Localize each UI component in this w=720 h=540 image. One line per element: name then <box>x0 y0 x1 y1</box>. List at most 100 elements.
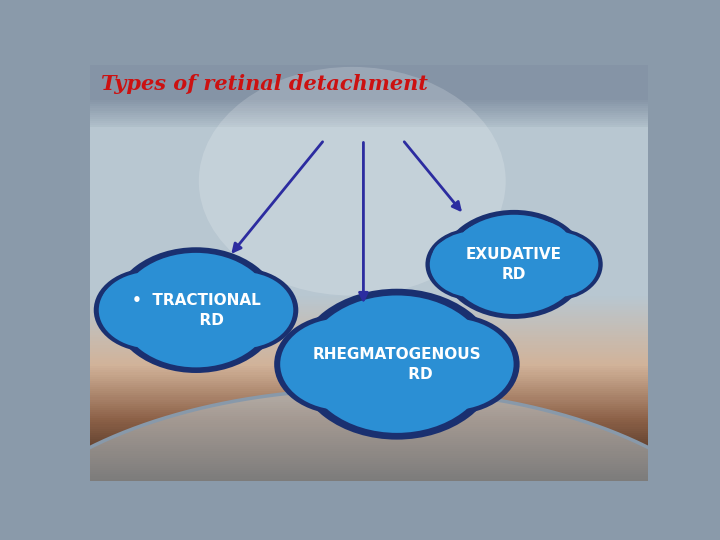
Bar <box>90 252 648 254</box>
Bar <box>90 383 648 385</box>
Bar <box>90 73 648 75</box>
Bar <box>90 133 648 136</box>
Circle shape <box>481 221 547 271</box>
Bar <box>90 71 648 73</box>
Bar <box>90 244 648 246</box>
Bar <box>90 298 648 300</box>
Bar <box>90 223 648 225</box>
Circle shape <box>451 218 536 281</box>
Circle shape <box>123 289 205 350</box>
Bar <box>90 210 648 212</box>
Bar <box>90 310 648 312</box>
Text: EXUDATIVE
RD: EXUDATIVE RD <box>466 247 562 282</box>
Bar <box>90 478 648 481</box>
Bar <box>90 179 648 181</box>
Bar <box>90 177 648 179</box>
Bar <box>90 85 648 87</box>
Bar <box>90 200 648 202</box>
Bar <box>90 472 648 474</box>
Bar <box>90 102 648 104</box>
Bar <box>90 109 648 111</box>
Circle shape <box>280 319 403 410</box>
Circle shape <box>219 279 290 333</box>
Circle shape <box>279 325 374 395</box>
Circle shape <box>183 286 273 353</box>
Bar <box>90 387 648 389</box>
Bar <box>90 321 648 322</box>
Circle shape <box>98 276 177 335</box>
Bar <box>90 308 648 310</box>
Bar <box>90 337 648 339</box>
Bar <box>90 302 648 304</box>
Bar <box>90 285 648 287</box>
Bar <box>90 202 648 204</box>
Circle shape <box>171 258 269 330</box>
Bar <box>90 138 648 140</box>
Circle shape <box>175 261 264 327</box>
Bar <box>90 329 648 331</box>
Circle shape <box>426 228 523 301</box>
Bar <box>90 410 648 412</box>
Circle shape <box>274 314 409 415</box>
Bar <box>90 368 648 370</box>
Bar <box>90 456 648 458</box>
Circle shape <box>386 336 485 410</box>
Bar <box>90 393 648 395</box>
Circle shape <box>384 314 520 415</box>
Text: RHEGMATOGENOUS
         RD: RHEGMATOGENOUS RD <box>312 347 481 382</box>
Bar <box>90 231 648 233</box>
Circle shape <box>534 237 596 284</box>
Circle shape <box>187 289 269 350</box>
Bar <box>90 358 648 360</box>
Bar <box>90 439 648 441</box>
Bar <box>90 144 648 146</box>
Bar <box>90 154 648 156</box>
Bar <box>90 190 648 192</box>
Bar <box>90 289 648 292</box>
Circle shape <box>448 245 526 302</box>
Bar <box>90 229 648 231</box>
Polygon shape <box>0 389 720 540</box>
Circle shape <box>140 280 252 363</box>
Bar <box>90 266 648 268</box>
Bar <box>90 414 648 416</box>
Bar <box>90 281 648 283</box>
Circle shape <box>120 253 273 367</box>
Bar <box>90 69 648 71</box>
Circle shape <box>346 308 448 383</box>
Bar <box>90 131 648 133</box>
Bar <box>90 94 648 96</box>
Bar <box>90 420 648 422</box>
Bar <box>90 379 648 381</box>
Bar <box>90 104 648 106</box>
FancyArrowPatch shape <box>359 143 367 300</box>
Circle shape <box>531 235 599 286</box>
Bar <box>90 123 648 125</box>
Circle shape <box>424 328 510 392</box>
Bar <box>90 65 648 67</box>
Bar <box>90 238 648 239</box>
FancyArrowPatch shape <box>404 142 460 210</box>
Bar <box>90 248 648 250</box>
Bar <box>90 391 648 393</box>
Bar <box>90 312 648 314</box>
Bar <box>90 165 648 167</box>
Bar <box>90 300 648 302</box>
Bar <box>90 79 648 82</box>
Bar <box>90 462 648 464</box>
Bar <box>90 402 648 404</box>
Bar <box>90 354 648 356</box>
Circle shape <box>503 245 580 302</box>
Bar <box>90 219 648 221</box>
Bar <box>90 325 648 327</box>
Circle shape <box>420 325 515 395</box>
Bar <box>90 348 648 349</box>
Circle shape <box>351 311 443 380</box>
Bar <box>90 364 648 366</box>
Bar <box>90 250 648 252</box>
Bar <box>90 113 648 114</box>
Bar <box>90 75 648 77</box>
Bar <box>90 468 648 470</box>
Bar <box>90 194 648 196</box>
Bar <box>90 327 648 329</box>
